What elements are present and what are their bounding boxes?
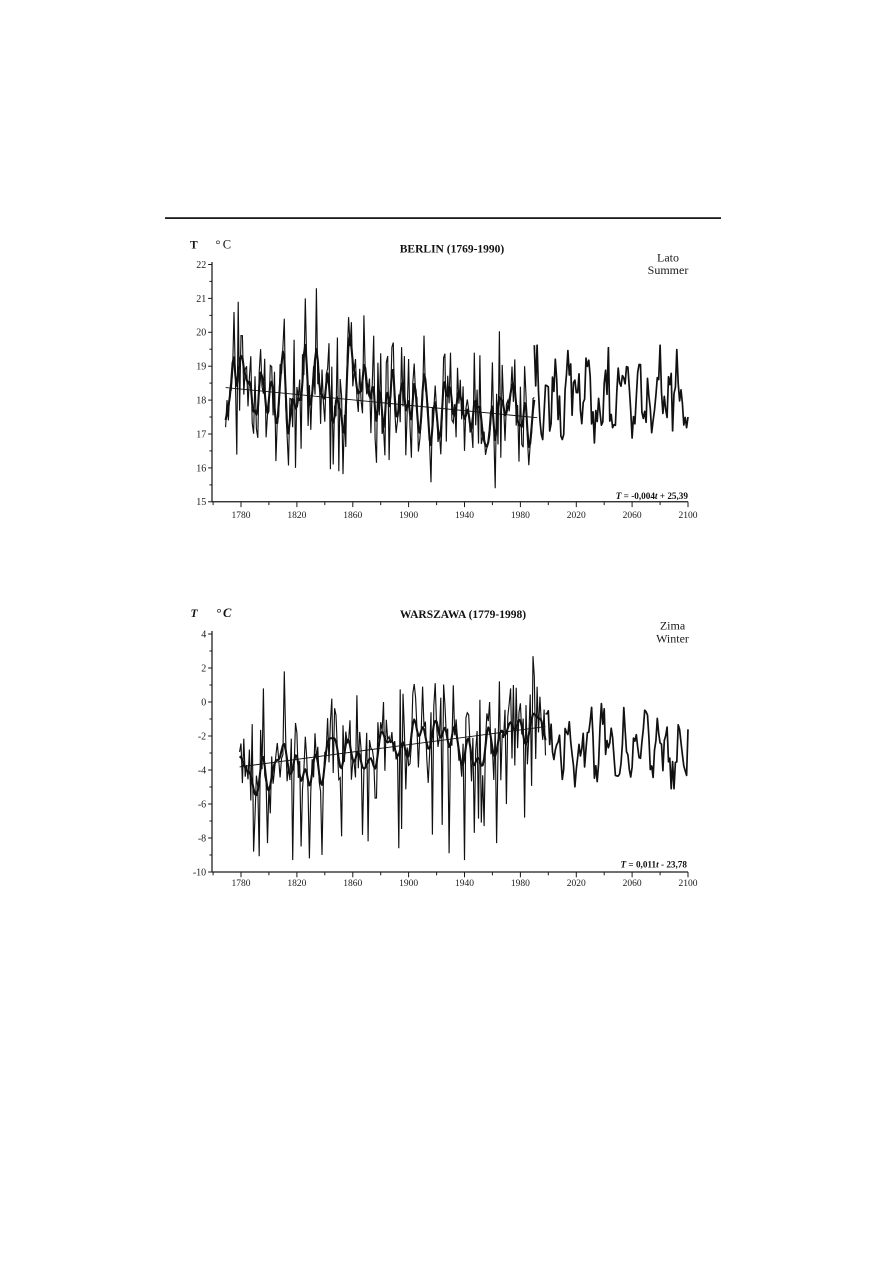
svg-text:T = -0,004t + 25,39: T = -0,004t + 25,39 (616, 491, 689, 501)
svg-text:°: ° (216, 238, 221, 252)
svg-text:Winter: Winter (656, 632, 689, 646)
svg-text:1860: 1860 (343, 511, 362, 521)
svg-text:Zima: Zima (660, 619, 686, 633)
svg-text:1780: 1780 (232, 879, 251, 889)
svg-text:2: 2 (201, 663, 206, 674)
svg-text:-6: -6 (198, 799, 206, 810)
svg-text:T: T (191, 608, 199, 620)
svg-text:2060: 2060 (623, 511, 642, 521)
svg-text:1860: 1860 (343, 879, 362, 889)
svg-text:1980: 1980 (511, 879, 530, 889)
svg-text:-2: -2 (198, 731, 206, 742)
svg-text:1780: 1780 (232, 511, 251, 521)
svg-text:18: 18 (196, 396, 206, 407)
svg-text:Lato: Lato (657, 251, 679, 265)
svg-text:-8: -8 (198, 833, 206, 844)
svg-text:T = 0,011t - 23,78: T = 0,011t - 23,78 (620, 860, 687, 870)
svg-text:2020: 2020 (567, 511, 586, 521)
svg-text:2100: 2100 (679, 511, 698, 521)
svg-text:Summer: Summer (648, 263, 689, 277)
svg-text:0: 0 (201, 697, 206, 708)
svg-text:1940: 1940 (455, 511, 474, 521)
svg-text:2100: 2100 (679, 879, 698, 889)
svg-text:C: C (223, 606, 232, 620)
svg-text:22: 22 (196, 260, 206, 271)
svg-text:2020: 2020 (567, 879, 586, 889)
svg-text:21: 21 (196, 294, 206, 305)
svg-text:1820: 1820 (287, 511, 306, 521)
svg-text:19: 19 (196, 362, 206, 373)
svg-text:°: ° (216, 606, 221, 620)
svg-text:1900: 1900 (399, 879, 418, 889)
svg-text:15: 15 (196, 497, 206, 508)
svg-text:1900: 1900 (399, 511, 418, 521)
svg-text:17: 17 (196, 429, 206, 440)
svg-text:-4: -4 (198, 765, 206, 776)
svg-text:BERLIN (1769-1990): BERLIN (1769-1990) (400, 244, 505, 256)
svg-text:WARSZAWA (1779-1998): WARSZAWA (1779-1998) (400, 609, 526, 621)
svg-text:1980: 1980 (511, 511, 530, 521)
svg-text:T: T (190, 240, 198, 252)
svg-text:1940: 1940 (455, 879, 474, 889)
svg-text:1820: 1820 (287, 879, 306, 889)
svg-text:4: 4 (201, 629, 206, 640)
svg-text:20: 20 (196, 328, 206, 339)
svg-text:C: C (223, 238, 231, 252)
svg-text:-10: -10 (193, 867, 206, 878)
svg-text:2060: 2060 (623, 879, 642, 889)
svg-text:16: 16 (196, 463, 206, 474)
